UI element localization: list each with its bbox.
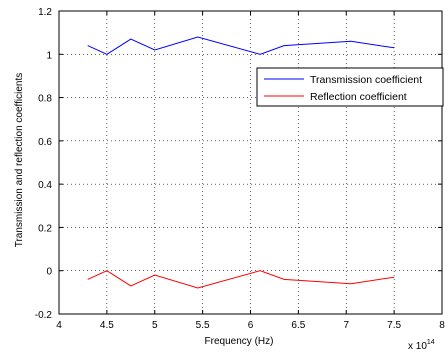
x-multiplier-base: x 10 [408, 341, 427, 352]
y-tick-label: 1 [46, 50, 52, 61]
y-tick-label: 0.8 [38, 94, 52, 105]
x-tick-label: 6 [248, 320, 254, 331]
y-tick-label: 0.2 [38, 223, 52, 234]
x-multiplier: x 1014 [408, 339, 435, 352]
legend-box [256, 67, 444, 107]
y-tick-label: 0.6 [38, 137, 52, 148]
grid-lines [59, 11, 442, 314]
y-tick-label: 0 [46, 267, 52, 278]
x-tick-label: 7 [343, 320, 349, 331]
series-line-transmission [87, 36, 395, 55]
x-tick-label: 6.5 [291, 320, 305, 331]
series-lines [87, 36, 395, 289]
legend-label-transmission: Transmission coefficient [310, 74, 422, 86]
x-tick-label: 5 [152, 320, 158, 331]
axis-ticks: 4 4.5 5 5.5 6 6.5 7 7.5 8 -0.2 0 0.2 0.4 0.6 0.8 1 1.2 [35, 7, 445, 331]
y-tick-label: -0.2 [35, 310, 53, 321]
x-tick-label: 4.5 [100, 320, 114, 331]
x-tick-label: 8 [439, 320, 445, 331]
series-line-reflection [87, 270, 395, 289]
x-multiplier-exponent: 14 [427, 339, 435, 346]
x-tick-label: 7.5 [387, 320, 401, 331]
x-tick-label: 5.5 [196, 320, 210, 331]
y-axis-label: Transmission and reflection coefficients [14, 73, 25, 248]
legend-label-reflection: Reflection coefficient [310, 91, 407, 103]
y-tick-label: 0.4 [38, 180, 52, 191]
y-tick-label: 1.2 [38, 7, 52, 18]
x-axis-label: Frequency (Hz) [205, 336, 274, 347]
x-tick-label: 4 [56, 320, 62, 331]
legend: Transmission coefficient Reflection coef… [256, 67, 444, 107]
